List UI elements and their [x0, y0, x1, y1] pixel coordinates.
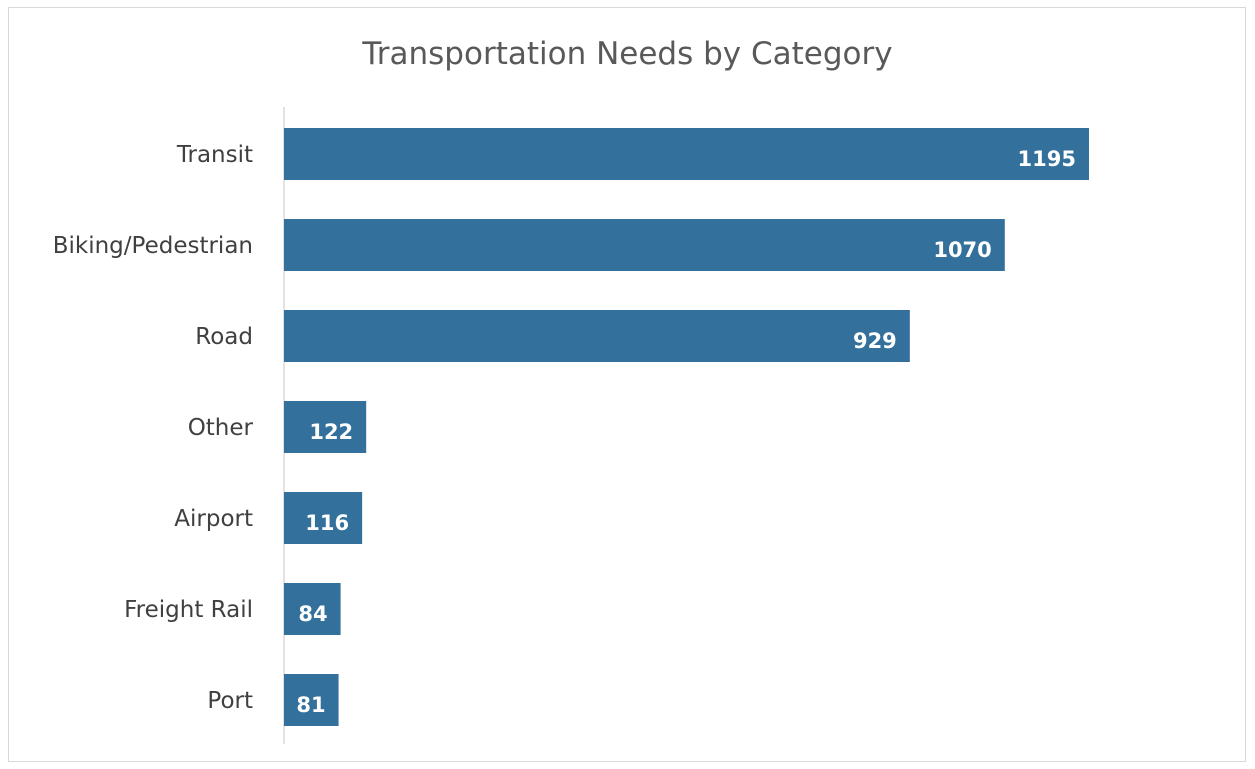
value-label-biking-pedestrian: 1070	[933, 238, 991, 262]
bar-other	[284, 401, 367, 453]
category-label-freight-rail: Freight Rail	[124, 597, 253, 623]
category-label-transit: Transit	[176, 142, 253, 168]
bar-biking-pedestrian	[284, 219, 1005, 271]
bar-port	[284, 674, 339, 726]
value-label-other: 122	[309, 420, 353, 444]
chart-title: Transportation Needs by Category	[362, 36, 893, 72]
category-label-airport: Airport	[174, 506, 253, 532]
bar-road	[284, 310, 910, 362]
bar-group	[284, 128, 1089, 726]
category-label-road: Road	[195, 324, 253, 350]
category-label-port: Port	[207, 688, 253, 714]
bar-airport	[284, 492, 363, 544]
bar-transit	[284, 128, 1089, 180]
category-label-group: Transit Biking/Pedestrian Road Other Airport…	[53, 142, 254, 714]
category-label-other: Other	[188, 415, 254, 441]
category-label-biking-pedestrian: Biking/Pedestrian	[53, 233, 253, 259]
value-label-freight-rail: 84	[298, 602, 327, 626]
value-label-road: 929	[853, 329, 897, 353]
value-label-transit: 1195	[1018, 147, 1076, 171]
value-label-airport: 116	[305, 511, 349, 535]
value-label-group: 1195 1070 929 122 116 84 81	[296, 147, 1076, 717]
value-label-port: 81	[296, 693, 325, 717]
bar-freight-rail	[284, 583, 341, 635]
